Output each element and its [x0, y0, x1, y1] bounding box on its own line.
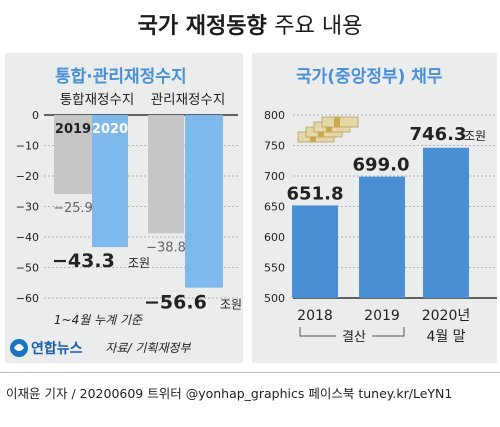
- balance-unit-label: 조원: [128, 256, 150, 270]
- debt-ytick-label: 500: [264, 292, 285, 305]
- debt-unit-label: 조원: [464, 129, 486, 143]
- balance-series-label: 2020: [92, 122, 128, 137]
- debt-ytick-label: 600: [264, 231, 285, 244]
- balance-ytick-label: −40: [16, 231, 39, 244]
- debt-category-label: 2019: [364, 308, 400, 324]
- debt-ytick-label: 800: [264, 109, 285, 122]
- balance-bar-2019: [54, 115, 92, 194]
- debt-value-label: 651.8: [287, 183, 344, 204]
- debt-bar-2019: [359, 176, 405, 298]
- balance-ytick-label: −60: [16, 292, 39, 305]
- balance-ytick-label: −10: [16, 140, 39, 153]
- balance-ytick-label: −20: [16, 170, 39, 183]
- title-bold: 국가 재정동향: [137, 14, 267, 39]
- balance-subtitle: 통합·관리재정수지: [55, 67, 187, 87]
- source-label: 자료/ 기획재정부: [105, 341, 191, 355]
- debt-bracket-label: 결산: [342, 330, 366, 345]
- debt-value-label: 746.3: [410, 124, 467, 145]
- debt-category-label: 2018: [297, 308, 333, 324]
- debt-ytick-label: 750: [264, 140, 285, 153]
- balance-bar-2020: [185, 115, 223, 288]
- balance-value-label: −56.6: [144, 292, 207, 314]
- balance-value-label: −38.8: [146, 240, 186, 255]
- main-title: 국가 재정동향 주요 내용: [0, 8, 500, 40]
- balance-value-label: −43.3: [52, 250, 115, 272]
- balance-ytick-label: 0: [32, 109, 39, 122]
- credit-line: 이재윤 기자 / 20200609 트위터 @yonhap_graphics 페…: [6, 386, 453, 401]
- balance-ytick-label: −30: [16, 201, 39, 214]
- balance-unit-label: 조원: [220, 298, 242, 312]
- balance-bar-2019: [148, 115, 184, 234]
- debt-bar-2018: [292, 205, 338, 298]
- balance-note: 1~4월 누계 기준: [54, 313, 143, 327]
- debt-category-label: 2020년: [422, 308, 471, 324]
- yonhap-logo-text: 연합뉴스: [31, 340, 83, 357]
- debt-ytick-label: 700: [264, 170, 285, 183]
- footer-divider: [0, 372, 500, 373]
- debt-subtitle: 국가(중앙정부) 채무: [296, 67, 443, 87]
- money-stack-band: [334, 117, 340, 127]
- title-light: 주요 내용: [274, 14, 363, 39]
- balance-ytick-label: −50: [16, 262, 39, 275]
- debt-bracket: [299, 327, 405, 337]
- debt-ytick-label: 650: [264, 201, 285, 214]
- balance-value-label: −25.9: [53, 201, 93, 216]
- debt-category-sublabel: 4월 말: [426, 329, 465, 345]
- balance-series-label: 2019: [55, 122, 91, 137]
- balance-bar-2020: [92, 115, 128, 248]
- debt-ytick-label: 550: [264, 262, 285, 275]
- debt-bar-2020년: [423, 147, 469, 298]
- balance-group-label: 관리재정수지: [151, 92, 226, 108]
- yonhap-logo-mark: [14, 344, 24, 351]
- balance-group-label: 통합재정수지: [60, 92, 135, 108]
- debt-value-label: 699.0: [353, 155, 410, 176]
